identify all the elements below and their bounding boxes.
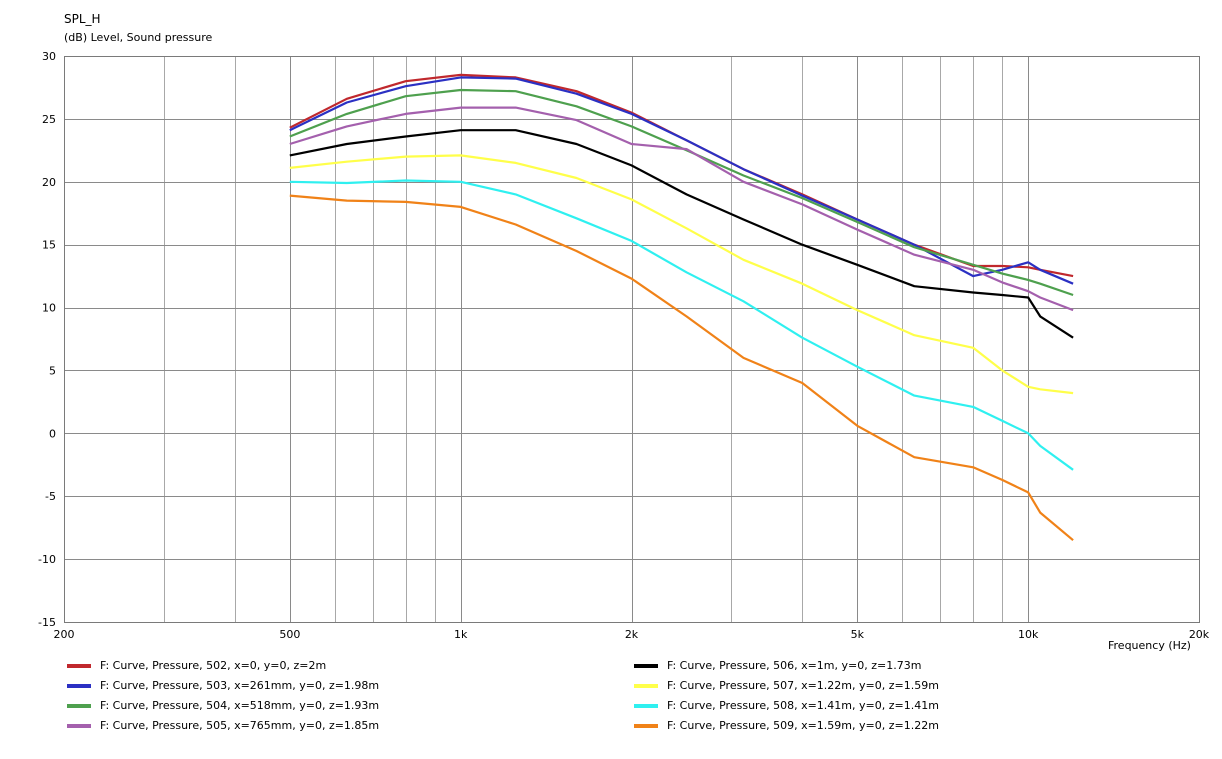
- x-tick-label: 2k: [625, 628, 639, 641]
- legend-swatch: [634, 704, 658, 708]
- series-line-6: [289, 154, 1074, 395]
- y-tick-label: 15: [42, 239, 56, 252]
- x-tick-label: 10k: [1018, 628, 1039, 641]
- chart-title: SPL_H: [64, 12, 101, 26]
- legend-label: F: Curve, Pressure, 502, x=0, y=0, z=2m: [100, 659, 327, 672]
- y-tick-label: 10: [42, 302, 56, 315]
- series-line-4: [289, 106, 1074, 312]
- y-tick-label: 20: [42, 176, 56, 189]
- tick-labels: 200 500 1k 2k 5k 10k 20k 30 25 20 15 10 5 0 -5 -10 -15: [38, 50, 1210, 641]
- y-tick-label: 0: [49, 427, 56, 440]
- grid: [64, 56, 1200, 623]
- x-axis-label: Frequency (Hz): [1108, 639, 1191, 652]
- series-line-3: [289, 88, 1074, 297]
- legend-swatch: [67, 704, 91, 708]
- y-tick-label: -15: [38, 616, 56, 629]
- legend-swatch: [634, 724, 658, 728]
- y-tick-label: 25: [42, 113, 56, 126]
- x-tick-label: 1k: [454, 628, 468, 641]
- series-line-5: [289, 129, 1074, 339]
- legend-label: F: Curve, Pressure, 505, x=765mm, y=0, z…: [100, 719, 380, 732]
- legend-label: F: Curve, Pressure, 509, x=1.59m, y=0, z…: [667, 719, 939, 732]
- y-tick-label: -5: [45, 490, 56, 503]
- y-axis-label: (dB) Level, Sound pressure: [64, 31, 213, 44]
- series-line-7: [289, 179, 1074, 471]
- legend-swatch: [67, 664, 91, 668]
- legend-swatch: [67, 724, 91, 728]
- legend-swatch: [634, 684, 658, 688]
- y-tick-label: -10: [38, 553, 56, 566]
- legend-label: F: Curve, Pressure, 506, x=1m, y=0, z=1.…: [667, 659, 922, 672]
- y-tick-label: 5: [49, 364, 56, 377]
- legend-label: F: Curve, Pressure, 503, x=261mm, y=0, z…: [100, 679, 380, 692]
- legend-label: F: Curve, Pressure, 508, x=1.41m, y=0, z…: [667, 699, 939, 712]
- plot-frame: [64, 56, 1200, 623]
- series-line-8: [289, 194, 1074, 542]
- legend-swatch: [67, 684, 91, 688]
- legend-label: F: Curve, Pressure, 504, x=518mm, y=0, z…: [100, 699, 380, 712]
- x-tick-label: 200: [54, 628, 75, 641]
- y-tick-label: 30: [42, 50, 56, 63]
- x-tick-label: 5k: [851, 628, 865, 641]
- series-lines: [289, 73, 1074, 542]
- legend-label: F: Curve, Pressure, 507, x=1.22m, y=0, z…: [667, 679, 939, 692]
- x-tick-label: 500: [279, 628, 300, 641]
- legend-swatch: [634, 664, 658, 668]
- x-tick-label: 20k: [1189, 628, 1210, 641]
- series-line-2: [289, 76, 1074, 285]
